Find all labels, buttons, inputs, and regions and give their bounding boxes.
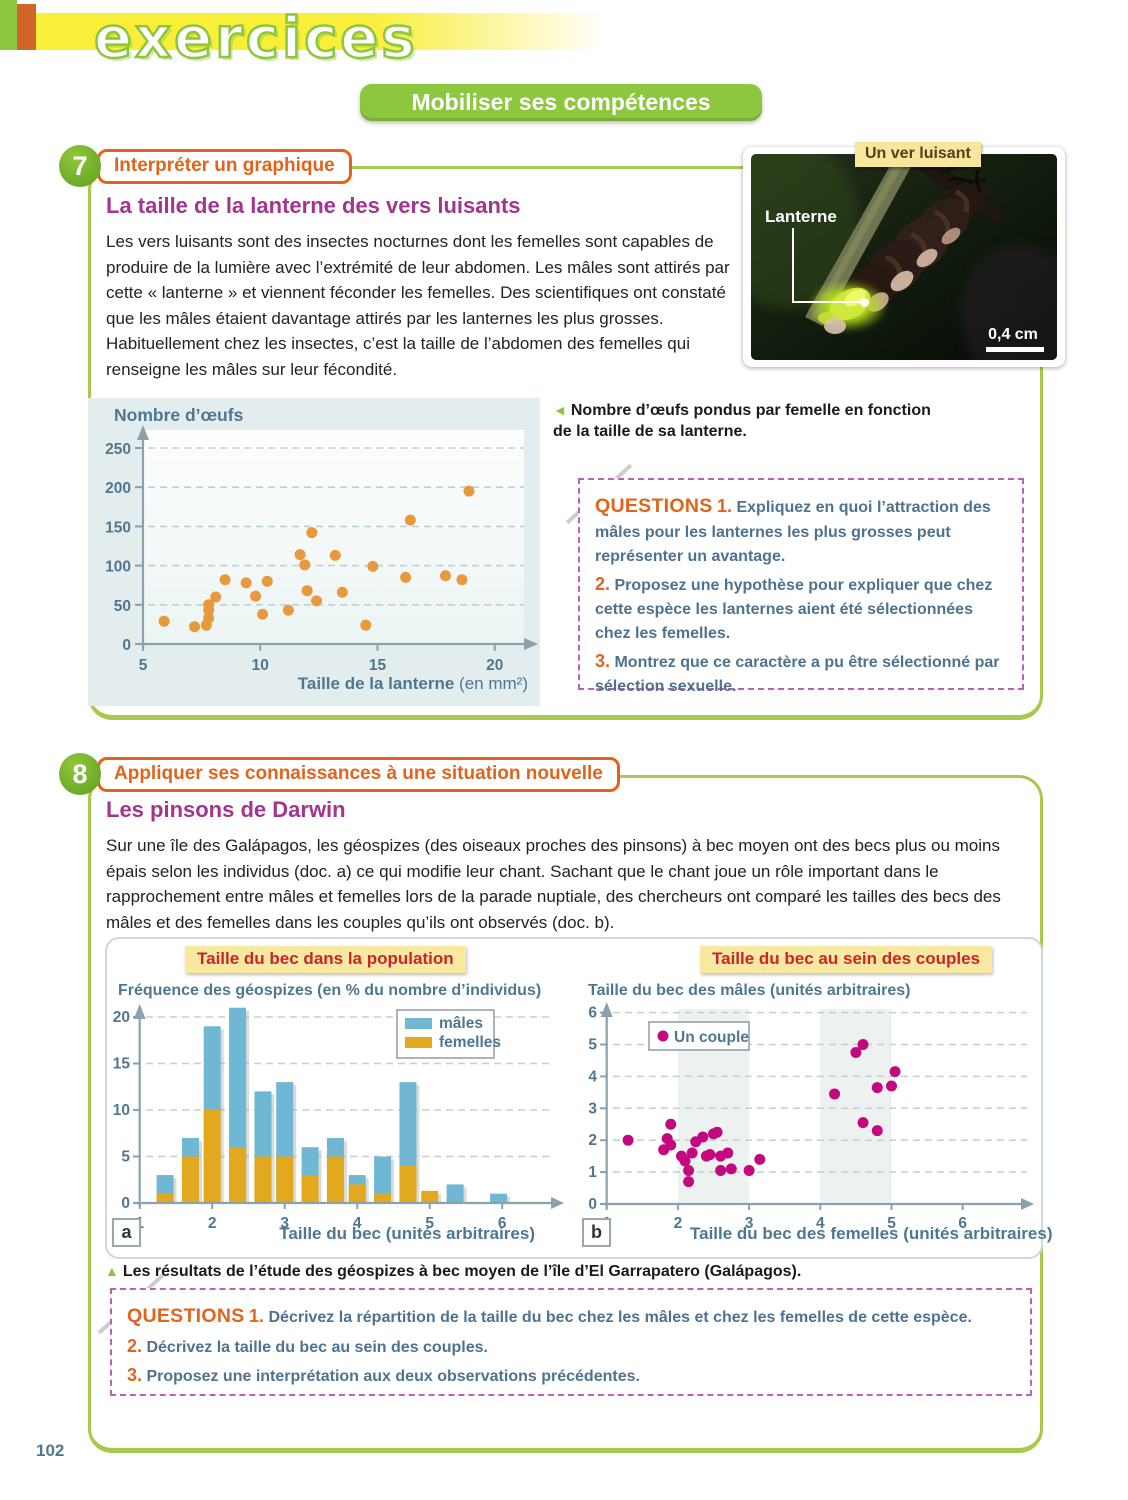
exercise-8-questions-box: QUESTIONS 1. Décrivez la répartition de …: [110, 1288, 1032, 1396]
svg-text:femelles: femelles: [439, 1034, 501, 1051]
lantern-pointer-line-vertical: [792, 228, 794, 303]
corner-orange-square: [17, 4, 36, 50]
svg-text:200: 200: [105, 480, 131, 497]
svg-text:15: 15: [369, 657, 387, 674]
exercise-8-number-badge: 8: [59, 753, 101, 795]
svg-text:1: 1: [588, 1164, 597, 1181]
exercise-7-text: Les vers luisants sont des insectes noct…: [106, 232, 730, 379]
svg-text:5: 5: [121, 1149, 130, 1166]
svg-text:0: 0: [121, 1195, 130, 1212]
svg-text:250: 250: [105, 441, 131, 458]
page-title: exercices: [93, 5, 418, 73]
glow-worm-photo: [743, 147, 1065, 367]
doc-b-letter: b: [582, 1218, 611, 1247]
lantern-chart-x-label: Taille de la lanterne (en mm²): [297, 674, 528, 693]
docs-caption: ▲ Les résultats de l’étude des géospizes …: [105, 1263, 802, 1280]
svg-text:6: 6: [588, 1005, 597, 1022]
svg-text:5: 5: [887, 1215, 896, 1232]
lantern-pointer-line-horizontal: [792, 301, 862, 303]
svg-text:3: 3: [745, 1215, 754, 1232]
exercise-7-questions-box: QUESTIONS 1. Expliquez en quoi l’attract…: [578, 478, 1024, 695]
svg-text:3: 3: [280, 1215, 289, 1232]
doc-a-axis-title: Fréquence des géospizes (en % du nombre …: [118, 982, 542, 999]
svg-text:100: 100: [105, 559, 131, 576]
svg-text:2: 2: [588, 1132, 597, 1149]
page-number: 102: [36, 1441, 65, 1460]
svg-text:5: 5: [139, 657, 148, 674]
svg-text:0: 0: [122, 637, 131, 654]
doc-a-letter: a: [112, 1218, 141, 1247]
lantern-pointer-dot: [860, 298, 869, 307]
lantern-chart-y-title: Nombre d’œufs: [114, 405, 244, 425]
svg-text:150: 150: [105, 519, 131, 536]
beak-size-histogram: 12345605101520mâlesfemelles: [113, 1004, 564, 1232]
svg-text:10: 10: [252, 657, 269, 674]
svg-text:5: 5: [588, 1037, 597, 1054]
glow-worm-photo-illustration: [751, 154, 1057, 360]
header-yellow-band: [36, 13, 608, 50]
questions-label: QUESTIONS: [127, 1305, 245, 1327]
doc-b-x-label: Taille du bec des femelles (unités arbit…: [690, 1224, 1053, 1243]
caption-triangle-icon: ▲: [105, 1263, 119, 1279]
photo-caption-tag: Un ver luisant: [855, 142, 981, 167]
svg-text:10: 10: [113, 1102, 130, 1119]
doc-b-axis-title: Taille du bec des mâles (unités arbitrai…: [588, 982, 911, 999]
exercise-8-skill-tag: Appliquer ses connaissances à une situat…: [97, 757, 620, 792]
exercise-7-title: La taille de la lanterne des vers luisan…: [106, 193, 521, 218]
exercise-8-title: Les pinsons de Darwin: [106, 797, 346, 822]
svg-text:50: 50: [114, 598, 131, 615]
svg-text:3: 3: [588, 1100, 597, 1117]
svg-text:15: 15: [113, 1056, 131, 1073]
svg-text:Un couple: Un couple: [674, 1029, 749, 1046]
section-banner: Mobiliser ses compétences: [360, 84, 762, 121]
exercise-7-number-badge: 7: [59, 145, 101, 187]
lantern-chart-panel: Nombre d’œufs 5 10 15 20 0 50 100 150 200 250 Tai…: [88, 398, 540, 706]
questions-label: QUESTIONS: [595, 495, 713, 517]
caption-arrow-icon: ◄: [553, 402, 567, 418]
lantern-chart-caption: ◄ Nombre d’œufs pondus par femelle en fon…: [553, 402, 931, 440]
doc-a-x-label: Taille du bec (unités arbitraires): [279, 1224, 535, 1243]
exercise-8-text: Sur une île des Galápagos, les géospizes…: [106, 836, 1001, 932]
corner-green-square: [0, 0, 17, 50]
couples-scatter-chart: 1234560123456Un couple: [588, 1002, 1034, 1232]
svg-text:0: 0: [588, 1196, 597, 1213]
svg-text:6: 6: [498, 1215, 507, 1232]
doc-a-title-tag: Taille du bec dans la population: [185, 946, 466, 973]
svg-text:5: 5: [425, 1215, 434, 1232]
svg-text:4: 4: [588, 1068, 597, 1085]
lantern-label: Lanterne: [765, 207, 837, 226]
photo-scale-bar: [986, 347, 1044, 352]
svg-text:20: 20: [113, 1009, 130, 1026]
svg-text:6: 6: [958, 1215, 967, 1232]
svg-text:mâles: mâles: [439, 1015, 483, 1032]
doc-b-title-tag: Taille du bec au sein des couples: [700, 946, 992, 973]
svg-text:2: 2: [208, 1215, 217, 1232]
svg-text:4: 4: [353, 1215, 362, 1232]
svg-text:2: 2: [674, 1215, 683, 1232]
exercise-7-skill-tag: Interpréter un graphique: [97, 149, 352, 184]
svg-text:4: 4: [816, 1215, 825, 1232]
svg-text:20: 20: [486, 657, 503, 674]
photo-scale-label: 0,4 cm: [988, 326, 1038, 343]
